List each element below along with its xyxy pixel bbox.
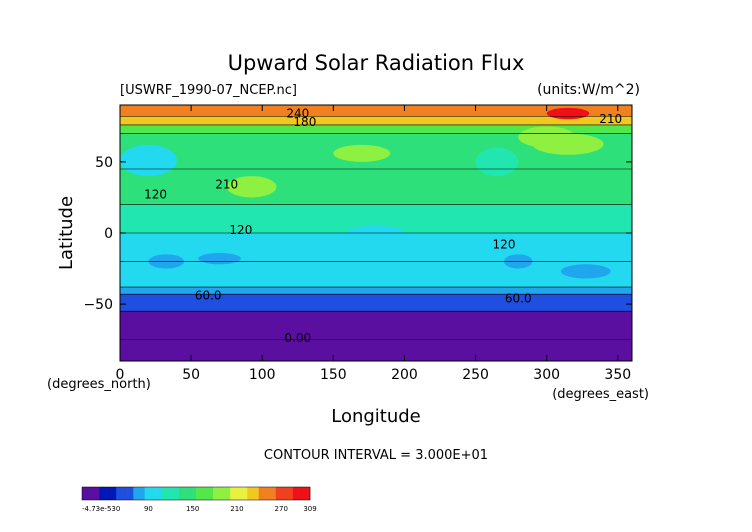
contour-label-5: 120 [229, 223, 252, 237]
zonal-band-11 [120, 105, 632, 117]
x-tick-label-0: 0 [116, 367, 125, 383]
colorbar-cell-12 [150, 487, 157, 500]
field-patch-11 [546, 107, 590, 120]
x-tick-label-4: 200 [391, 367, 418, 383]
colorbar-cell-14 [161, 487, 168, 500]
contour-label-9: 0.00 [284, 331, 311, 345]
colorbar-cell-21 [201, 487, 208, 500]
contour-label-2: 210 [599, 112, 622, 126]
x-tick-label-5: 250 [462, 367, 489, 383]
zonal-band-3 [120, 287, 632, 295]
zonal-band-10 [120, 116, 632, 125]
x-axis-label: Longitude [331, 406, 421, 427]
y-axis-ticks: −50 0 50 [83, 155, 632, 313]
contour-label-0: 240 [286, 107, 309, 121]
colorbar-cell-30 [253, 487, 259, 500]
field-patch-6 [475, 147, 519, 177]
field-patch-4 [333, 144, 391, 162]
contour-label-6: 120 [493, 237, 516, 251]
colorbar-cell-23 [213, 487, 220, 500]
colorbar-cell-3 [99, 487, 106, 500]
zonal-band-9 [120, 124, 632, 134]
colorbar-min-label: -4.73e-530 [82, 505, 120, 513]
colorbar-cell-22 [207, 487, 214, 500]
colorbar-tick-label-3: 270 [275, 505, 288, 513]
colorbar-tick-label-0: 90 [144, 505, 153, 513]
file-label: [USWRF_1990-07_NCEP.nc] [120, 83, 297, 98]
zonal-band-7 [120, 169, 632, 205]
colorbar-cell-19 [190, 487, 197, 500]
y-tick-label-0: −50 [83, 297, 113, 313]
colorbar-cell-28 [241, 487, 248, 500]
colorbar-tick-label-4: 309 [303, 505, 316, 513]
contour-label-4: 210 [215, 178, 238, 192]
colorbar-cell-1 [87, 487, 94, 500]
colorbar-tick-label-1: 150 [186, 505, 199, 513]
zonal-band-4 [120, 261, 632, 288]
colorbar-cell-6 [116, 487, 123, 500]
colorbar-cell-16 [173, 487, 180, 500]
colorbar-cell-11 [144, 487, 151, 500]
contour-label-8: 60.0 [505, 291, 532, 305]
y-tick-label-2: 50 [95, 155, 113, 171]
colorbar-cell-20 [196, 487, 202, 500]
colorbar-cell-24 [218, 487, 225, 500]
colorbar-cell-15 [167, 487, 174, 500]
colorbar-cell-38 [298, 487, 305, 500]
colorbar-cell-33 [270, 487, 277, 500]
colorbar-cell-26 [230, 487, 237, 500]
zonal-band-2 [120, 294, 632, 312]
colorbar-cell-4 [104, 487, 111, 500]
contour-interval-label: CONTOUR INTERVAL = 3.000E+01 [264, 448, 488, 463]
colorbar-frame [81, 486, 311, 501]
colorbar-cell-2 [93, 487, 100, 500]
contour-label-1: 180 [293, 115, 316, 129]
field-patch-2 [198, 252, 241, 265]
colorbar-cell-8 [127, 487, 134, 500]
colorbar-cell-36 [287, 487, 294, 500]
y-tick-label-1: 0 [104, 226, 113, 242]
colorbar-cell-17 [178, 487, 185, 500]
colorbar-cell-35 [281, 487, 288, 500]
colorbar-cell-32 [264, 487, 271, 500]
colorbar-cell-10 [139, 487, 145, 500]
colorbar-tick-label-2: 210 [230, 505, 243, 513]
colorbar-cell-0 [82, 487, 88, 500]
x-tick-label-3: 150 [320, 367, 347, 383]
colorbar-cell-27 [235, 487, 242, 500]
colorbar-cell-18 [184, 487, 191, 500]
colorbar-cell-5 [110, 487, 117, 500]
colorbar-cell-13 [156, 487, 163, 500]
zonal-band-0 [120, 339, 632, 361]
colorbar-cell-9 [133, 487, 140, 500]
units-label: (units:W/m^2) [537, 82, 640, 98]
contour-label-3: 120 [144, 188, 167, 202]
colorbar-cell-7 [121, 487, 128, 500]
colorbar-cell-29 [247, 487, 254, 500]
x-tick-label-2: 100 [249, 367, 276, 383]
colorbar-ticks: 90 150 210 270 309 [144, 505, 317, 513]
colorbar-cell-25 [224, 487, 231, 500]
colorbar-cell-34 [275, 487, 282, 500]
x-axis-ticks: 0 50 100 150 200 250 300 350 [116, 105, 631, 383]
zonal-band-1 [120, 311, 632, 340]
contour-label-7: 60.0 [195, 289, 222, 303]
colorbar-cell-31 [258, 487, 265, 500]
y-axis-label: Latitude [56, 196, 77, 270]
field-patch-8 [532, 133, 604, 155]
colorbar-cell-39 [304, 487, 311, 500]
x-tick-label-7: 350 [604, 367, 631, 383]
chart-title: Upward Solar Radiation Flux [228, 51, 525, 75]
field-patch-10 [560, 264, 611, 279]
y-unit-label: (degrees_north) [47, 377, 151, 392]
x-tick-label-1: 50 [182, 367, 200, 383]
field-patch-0 [120, 144, 177, 177]
field-patch-3 [226, 176, 277, 198]
x-unit-label: (degrees_east) [552, 387, 649, 402]
colorbar [81, 486, 311, 501]
colorbar-cell-37 [292, 487, 299, 500]
x-tick-label-6: 300 [533, 367, 560, 383]
